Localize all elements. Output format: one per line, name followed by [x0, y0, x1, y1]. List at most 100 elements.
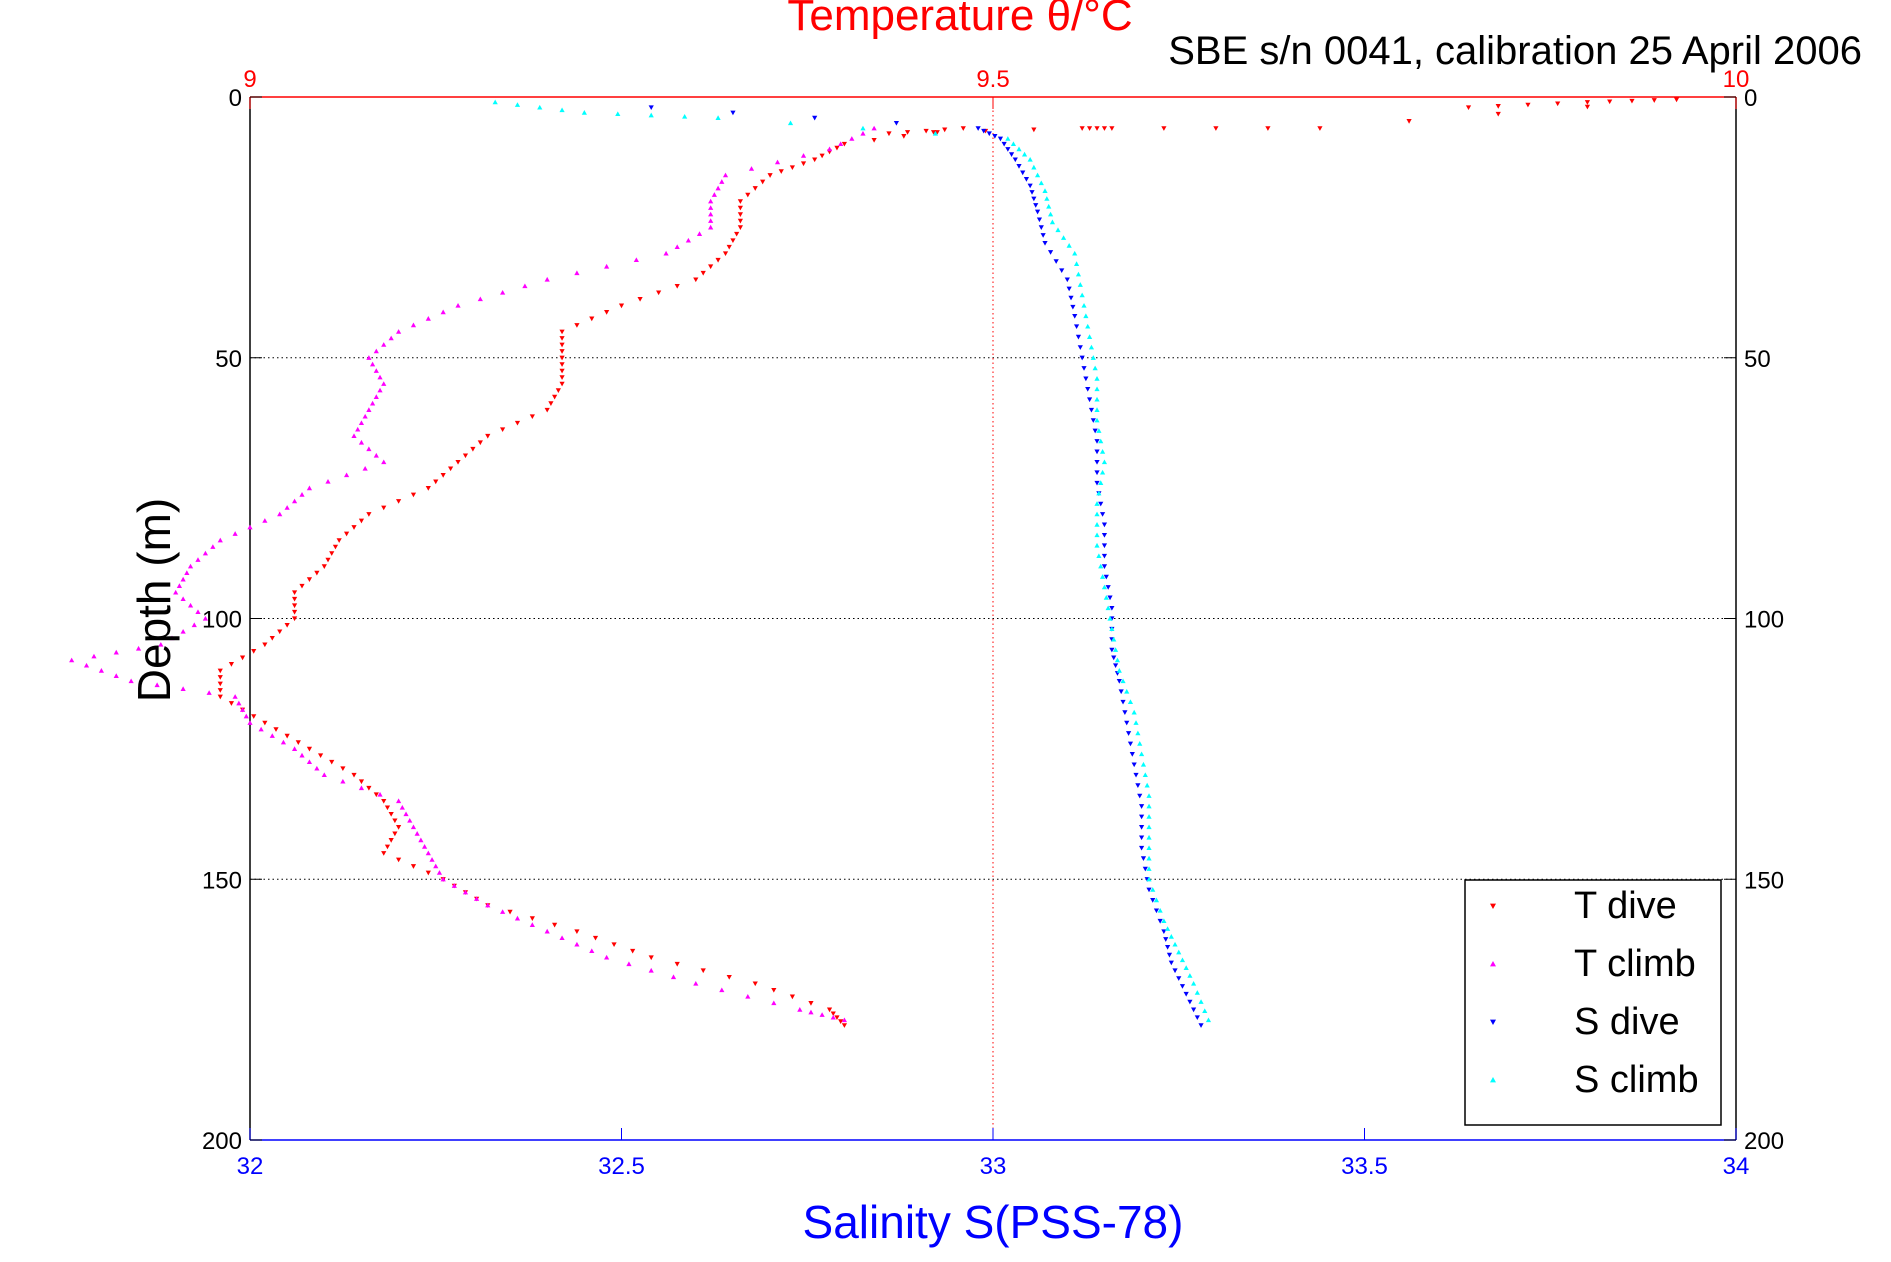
data-point	[83, 662, 90, 668]
data-point	[708, 198, 714, 204]
depth-tick-label-left: 50	[215, 346, 242, 373]
data-point	[1099, 512, 1106, 517]
data-point	[800, 161, 807, 167]
data-point	[682, 113, 688, 119]
data-point	[418, 837, 424, 843]
data-point	[708, 264, 714, 270]
data-point	[373, 348, 379, 354]
data-point	[626, 961, 632, 967]
data-point	[708, 205, 714, 210]
data-point	[648, 112, 654, 118]
data-point	[1111, 636, 1117, 642]
data-point	[1105, 585, 1111, 590]
data-point	[1105, 605, 1111, 611]
data-point	[1101, 584, 1108, 590]
data-point	[195, 609, 201, 615]
data-point	[1163, 937, 1169, 942]
data-point	[1139, 804, 1145, 809]
data-point	[648, 967, 654, 973]
data-point	[1191, 1007, 1197, 1013]
data-point	[1072, 250, 1078, 256]
data-point	[1205, 1017, 1212, 1023]
data-point	[992, 134, 998, 139]
data-point	[1070, 304, 1076, 310]
data-point	[377, 387, 383, 393]
data-point	[604, 310, 610, 315]
legend: T dive T climb S dive S climb	[1464, 879, 1722, 1126]
data-point	[217, 537, 223, 543]
data-point	[154, 682, 160, 688]
data-point	[1161, 918, 1167, 924]
data-point	[1116, 679, 1122, 684]
data-point	[202, 615, 209, 621]
data-point	[1213, 126, 1219, 131]
data-point	[299, 583, 305, 589]
data-point	[932, 130, 939, 136]
data-point	[849, 136, 855, 141]
data-point	[1183, 965, 1189, 970]
data-point	[462, 453, 469, 459]
data-point	[1109, 626, 1115, 632]
data-point	[1075, 334, 1082, 340]
data-point	[1086, 126, 1093, 131]
data-point	[351, 433, 357, 439]
data-point	[500, 909, 506, 914]
data-point	[247, 720, 253, 725]
data-point	[299, 752, 305, 758]
data-point	[611, 942, 617, 948]
data-point	[369, 400, 376, 406]
data-point	[830, 1011, 836, 1017]
data-point	[440, 473, 446, 478]
data-point	[1109, 605, 1115, 611]
data-point	[448, 466, 454, 472]
data-point	[574, 270, 580, 276]
data-point	[500, 289, 506, 295]
data-point	[1094, 532, 1100, 538]
data-point	[477, 296, 483, 302]
data-point	[1094, 439, 1100, 444]
data-point	[362, 413, 368, 419]
data-point	[960, 126, 966, 131]
data-point	[1137, 741, 1143, 746]
data-point	[113, 649, 119, 655]
data-point	[860, 130, 866, 136]
data-point	[812, 115, 818, 121]
data-point	[232, 531, 238, 536]
data-point	[277, 629, 283, 635]
data-point	[841, 1017, 847, 1023]
data-point	[1127, 699, 1134, 705]
data-point	[904, 130, 911, 135]
data-point	[589, 316, 595, 322]
data-point	[284, 622, 290, 628]
data-point	[1047, 211, 1054, 217]
data-point	[381, 798, 387, 804]
data-point	[604, 263, 610, 269]
data-point	[1016, 146, 1022, 152]
data-point	[474, 896, 480, 901]
data-point	[787, 120, 794, 126]
data-point	[715, 185, 721, 191]
data-point	[410, 864, 417, 869]
data-point	[1140, 856, 1147, 861]
data-point	[1135, 783, 1141, 788]
data-point	[1031, 164, 1037, 170]
data-point	[351, 525, 357, 530]
data-point	[737, 225, 743, 230]
data-point	[860, 125, 866, 131]
data-point	[187, 563, 194, 569]
data-point	[236, 700, 242, 706]
data-point	[529, 922, 535, 927]
data-point	[1027, 156, 1033, 162]
data-point	[726, 974, 732, 980]
data-point	[1081, 303, 1087, 308]
series-s-climb	[492, 99, 1212, 1023]
data-point	[306, 746, 313, 752]
data-point	[700, 270, 706, 276]
data-point	[485, 433, 491, 439]
data-point	[291, 590, 298, 596]
data-point	[1161, 126, 1167, 131]
data-point	[1068, 295, 1074, 301]
x-axis-label: Salinity S(PSS-78)	[803, 1196, 1184, 1248]
data-point	[1073, 261, 1080, 266]
